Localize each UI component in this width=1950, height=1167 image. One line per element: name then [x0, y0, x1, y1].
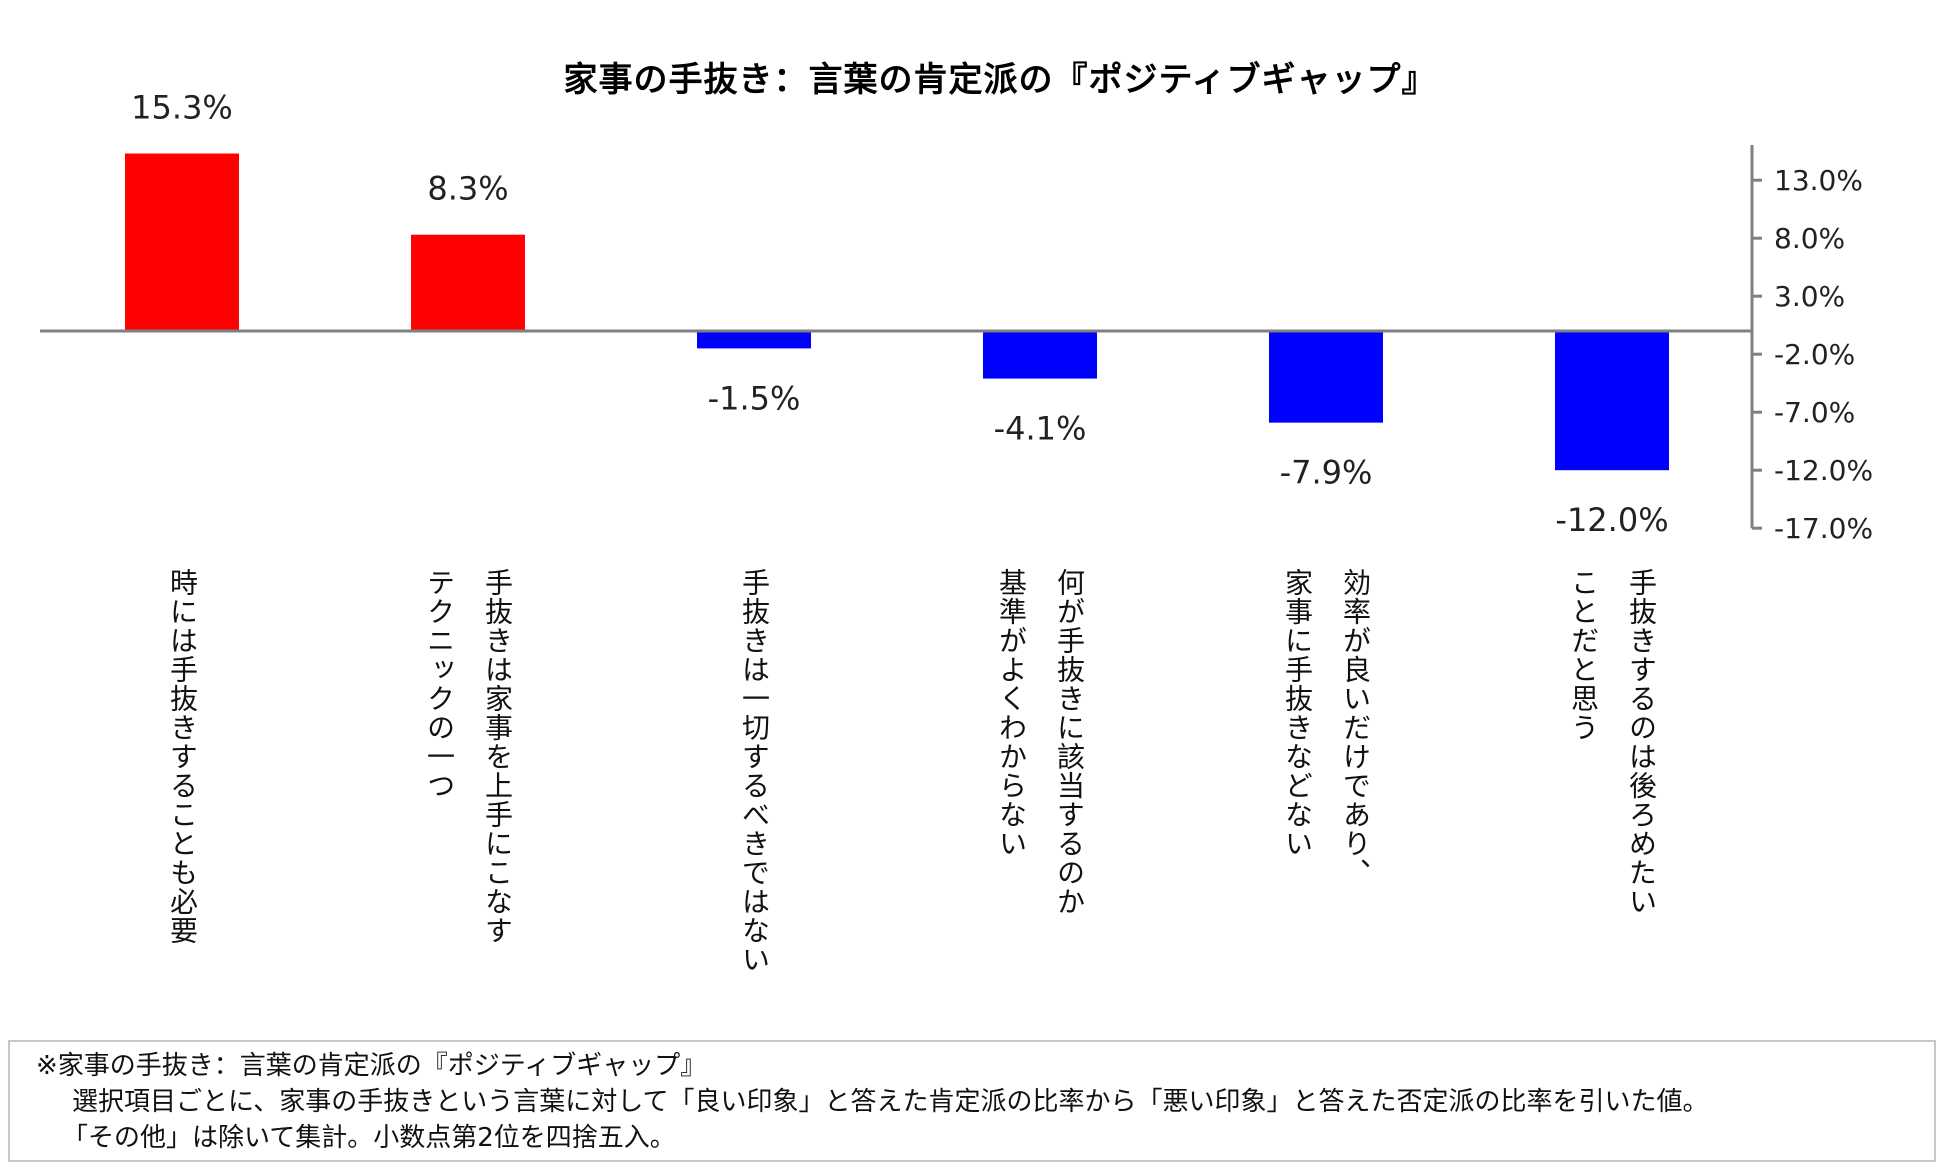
footnote-description: 選択項目ごとに、家事の手抜きという言葉に対して「良い印象」と答えた肯定派の比率か… — [72, 1087, 1709, 1117]
value-label-1: 15.3% — [131, 89, 233, 127]
bar-3 — [697, 331, 811, 349]
y-tick-label-1: 13.0% — [1774, 164, 1863, 197]
y-tick-label-2: 8.0% — [1774, 222, 1845, 255]
category-label-4: 何が手抜きに該当するのか 基準がよくわからない — [995, 568, 1086, 916]
category-label-6: 手抜きするのは後ろめたい ことだと思う — [1567, 568, 1658, 916]
bar-1 — [125, 153, 239, 331]
footnote-method: 「その他」は除いて集計。小数点第2位を四捨五入。 — [62, 1123, 676, 1153]
bar-5 — [1269, 331, 1383, 423]
value-label-5: -7.9% — [1280, 454, 1373, 492]
value-label-2: 8.3% — [427, 170, 508, 208]
bar-chart: 13.0% 8.0% 3.0% -2.0% -7.0% -12.0% -17.0% 15.3… — [40, 89, 1873, 545]
y-tick-label-5: -7.0% — [1774, 396, 1855, 429]
chart-title: 家事の手抜き：言葉の肯定派の『ポジティブギャップ』 — [563, 60, 1437, 100]
value-label-3: -1.5% — [708, 379, 801, 417]
category-label-5: 効率が良いだけであり、 家事に手抜きなどない — [1281, 568, 1372, 887]
bar-6 — [1555, 331, 1669, 471]
bar-4 — [983, 331, 1097, 379]
bar-2 — [411, 234, 525, 331]
footnote-box: ※家事の手抜き：言葉の肯定派の『ポジティブギャップ』 選択項目ごとに、家事の手抜… — [8, 1040, 1936, 1162]
category-label-2: 手抜きは家事を上手にこなす テクニックの一つ — [423, 568, 514, 945]
y-tick-label-6: -12.0% — [1774, 454, 1873, 487]
y-tick-label-3: 3.0% — [1774, 280, 1845, 313]
category-label-3: 手抜きは一切するべきではない — [738, 568, 771, 974]
value-label-6: -12.0% — [1555, 501, 1668, 539]
y-tick-label-7: -17.0% — [1774, 512, 1873, 545]
value-label-4: -4.1% — [994, 410, 1087, 448]
footnote-title: ※家事の手抜き：言葉の肯定派の『ポジティブギャップ』 — [36, 1051, 707, 1081]
y-tick-label-4: -2.0% — [1774, 338, 1855, 371]
bars-layer — [125, 153, 1669, 471]
value-labels: 15.3% 8.3% -1.5% -4.1% -7.9% -12.0% — [131, 89, 1668, 540]
y-axis: 13.0% 8.0% 3.0% -2.0% -7.0% -12.0% -17.0% — [1750, 145, 1873, 545]
category-label-1: 時には手抜きすることも必要 — [166, 568, 199, 945]
